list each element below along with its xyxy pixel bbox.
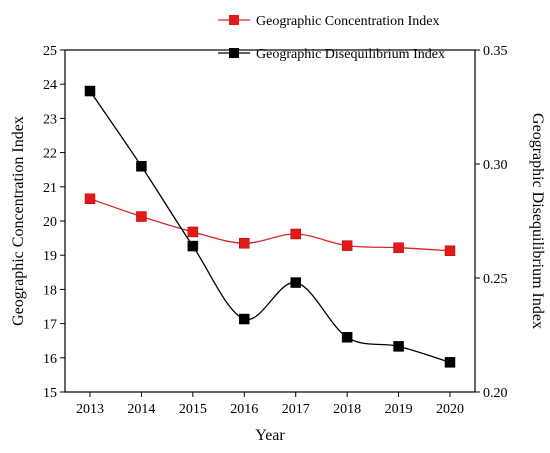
- left-tick-label: 17: [43, 318, 57, 333]
- left-tick-label: 18: [43, 283, 57, 298]
- series-2-point: [84, 85, 96, 97]
- series-2-point: [393, 341, 404, 352]
- x-tick-label: 2015: [179, 402, 207, 417]
- x-tick-label: 2018: [333, 402, 361, 417]
- left-tick-label: 22: [43, 147, 57, 162]
- x-tick-label: 2014: [127, 402, 155, 417]
- series-2-point: [290, 277, 301, 288]
- legend-label-1: Geographic Concentration Index: [256, 14, 440, 29]
- series-2-point: [187, 240, 199, 252]
- axes: 15 16 17 18 19 20 21 22 23 24 25 0.20 0.25 0.30 0.35 20…: [10, 44, 546, 444]
- right-tick-label: 0.25: [483, 272, 508, 287]
- left-tick-label: 16: [43, 352, 57, 367]
- series-1-point: [84, 193, 96, 205]
- series-1-point: [341, 240, 353, 251]
- right-tick-label: 0.30: [483, 158, 508, 173]
- left-axis-title: Geographic Concentration Index: [10, 116, 27, 326]
- x-tick-label: 2017: [282, 402, 310, 417]
- left-tick-label: 19: [43, 249, 57, 264]
- left-tick-label: 21: [43, 181, 57, 196]
- x-axis-title: Year: [255, 427, 285, 444]
- right-tick-label: 0.35: [483, 44, 508, 59]
- legend: Geographic Concentration Index Geographic…: [218, 14, 445, 62]
- left-tick-label: 23: [43, 112, 57, 127]
- left-tick-label: 15: [43, 386, 57, 401]
- series-2-point: [136, 161, 147, 172]
- x-tick-label: 2020: [436, 402, 464, 417]
- series-1-point: [187, 226, 199, 238]
- series-2-point: [444, 357, 456, 368]
- legend-label-2: Geographic Disequilibrium Index: [256, 47, 445, 62]
- left-tick-label: 25: [43, 44, 57, 59]
- x-tick-label: 2013: [76, 402, 104, 417]
- x-tick-label: 2016: [230, 402, 258, 417]
- left-tick-label: 20: [43, 215, 57, 230]
- series-2-point: [341, 332, 353, 343]
- right-axis-title: Geographic Disequilibrium Index: [529, 113, 546, 329]
- series-markers: [84, 85, 456, 368]
- series-1-point: [444, 245, 456, 257]
- series-1-point: [136, 211, 147, 222]
- right-tick-label: 0.20: [483, 386, 508, 401]
- legend-marker-1: [229, 15, 239, 25]
- series-2-point: [239, 313, 250, 325]
- series-line-2: [89, 90, 451, 363]
- series-lines: [89, 90, 451, 363]
- legend-marker-2: [229, 48, 239, 58]
- series-1-point: [393, 242, 404, 253]
- plot-frame: [64, 49, 476, 393]
- x-tick-label: 2019: [385, 402, 413, 417]
- series-1-point: [239, 237, 250, 249]
- left-tick-label: 24: [43, 78, 57, 93]
- series-1-point: [290, 228, 301, 240]
